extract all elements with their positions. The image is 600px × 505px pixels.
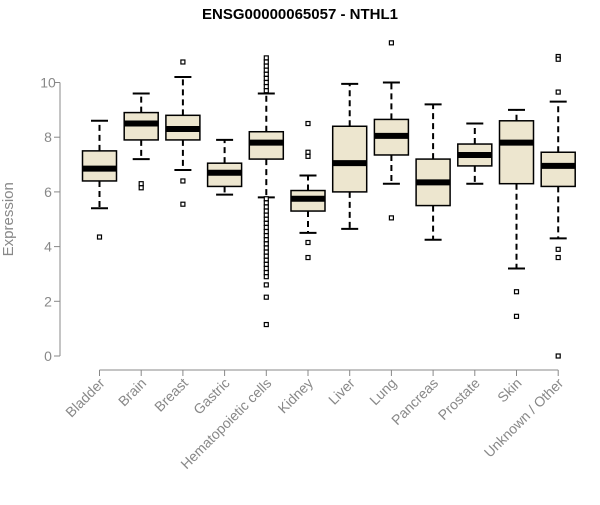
outlier-point: [555, 353, 561, 359]
outlier-point: [263, 253, 269, 259]
y-tick-label: 6: [44, 184, 52, 200]
outlier-point: [305, 120, 311, 127]
outlier-point: [388, 40, 394, 46]
outlier-point: [263, 71, 269, 77]
outlier-point: [263, 216, 269, 222]
outlier-point: [263, 241, 269, 247]
outlier-point: [263, 294, 269, 300]
outlier-point: [263, 265, 269, 272]
x-tick-label: Kidney: [275, 375, 317, 417]
y-tick-label: 2: [44, 293, 52, 309]
x-tick-label: Lung: [366, 375, 399, 408]
outlier-point: [263, 257, 269, 263]
outlier-point: [96, 234, 103, 240]
outlier-point: [263, 261, 269, 267]
outlier-point: [263, 321, 269, 328]
outlier-point: [180, 59, 186, 65]
outlier-point: [263, 212, 269, 218]
outlier-point: [263, 237, 269, 243]
y-tick-label: 4: [44, 239, 52, 255]
box-11: [540, 151, 576, 188]
outlier-point: [263, 67, 269, 73]
x-tick-label: Brain: [115, 375, 149, 409]
outlier-point: [513, 289, 520, 295]
outlier-point: [555, 56, 561, 62]
outlier-point: [513, 313, 520, 319]
y-tick-label: 0: [44, 348, 52, 364]
outlier-point: [263, 282, 269, 288]
outlier-point: [263, 269, 269, 276]
outlier-point: [263, 196, 269, 202]
outlier-point: [263, 228, 269, 235]
y-tick-label: 10: [40, 75, 56, 91]
outlier-point: [305, 153, 311, 159]
outlier-point: [263, 249, 269, 255]
outlier-point: [263, 75, 269, 81]
outlier-point: [263, 55, 269, 61]
outlier-point: [263, 79, 269, 86]
outlier-point: [263, 84, 269, 90]
outlier-point: [263, 224, 269, 231]
outlier-point: [263, 88, 269, 94]
outlier-point: [263, 59, 269, 65]
outlier-point: [263, 204, 269, 210]
outlier-point: [555, 89, 561, 95]
y-axis-title: Expression: [0, 182, 17, 256]
outlier-point: [388, 215, 394, 221]
outlier-point: [555, 254, 561, 261]
outlier-point: [263, 63, 269, 69]
outlier-point: [180, 201, 186, 207]
box-10: [498, 120, 535, 185]
outlier-point: [263, 208, 269, 214]
box-6: [331, 125, 368, 193]
outlier-point: [263, 220, 269, 226]
x-tick-label: Prostate: [435, 375, 483, 423]
outlier-point: [305, 254, 311, 261]
x-tick-label: Bladder: [62, 375, 108, 421]
outlier-point: [263, 274, 269, 280]
x-tick-label: Skin: [494, 375, 525, 406]
outlier-point: [263, 245, 269, 251]
outlier-point: [305, 239, 311, 246]
outlier-point: [263, 233, 269, 239]
chart-title: ENSG00000065057 - NTHL1: [202, 6, 398, 23]
outlier-point: [138, 185, 144, 191]
outlier-point: [305, 149, 311, 155]
x-tick-label: Liver: [325, 375, 358, 408]
outlier-point: [180, 178, 186, 184]
outlier-point: [138, 181, 144, 187]
outlier-point: [555, 246, 561, 252]
y-tick-label: 8: [44, 129, 52, 145]
outlier-point: [263, 200, 269, 206]
x-tick-label: Breast: [151, 375, 191, 415]
x-tick-label: Unknown / Other: [481, 375, 567, 461]
